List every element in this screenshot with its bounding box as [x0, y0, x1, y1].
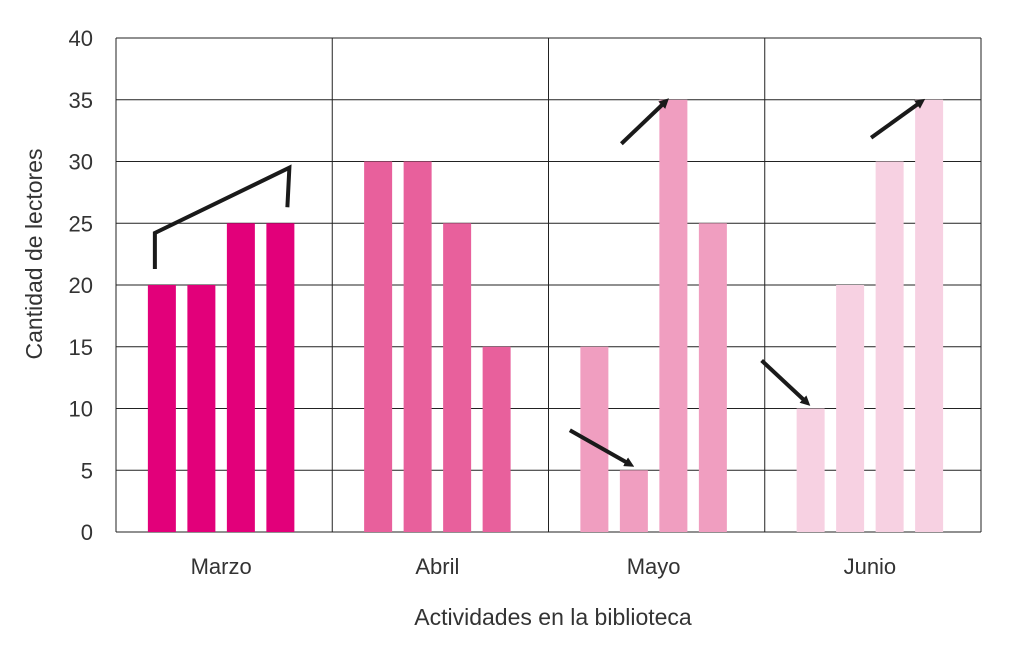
bar-abril-4 — [482, 346, 511, 532]
trend-bracket — [152, 164, 292, 269]
bar-marzo-3 — [226, 223, 255, 532]
y-tick-label: 15 — [69, 335, 93, 360]
bar-mayo-4 — [698, 223, 727, 532]
y-tick-label: 40 — [69, 26, 93, 51]
annotation-arrow — [869, 98, 926, 140]
y-tick-label: 25 — [69, 211, 93, 236]
bar-junio-4 — [915, 99, 944, 532]
y-tick-label: 0 — [81, 520, 93, 545]
x-category-label: Marzo — [191, 554, 252, 579]
x-axis-title: Actividades en la biblioteca — [414, 604, 692, 630]
y-tick-label: 30 — [69, 150, 93, 175]
bar-junio-1 — [796, 408, 825, 532]
bar-abril-1 — [364, 161, 393, 532]
annotation-arrow — [568, 428, 635, 467]
x-axis-categories: Marzo Abril Mayo Junio — [191, 554, 897, 579]
y-tick-label: 35 — [69, 88, 93, 113]
x-category-label: Mayo — [627, 554, 681, 579]
bar-marzo-2 — [187, 285, 216, 532]
y-axis-ticks: 0 5 10 15 20 25 30 35 40 — [69, 26, 93, 545]
x-category-label: Junio — [844, 554, 897, 579]
y-tick-label: 5 — [81, 458, 93, 483]
y-tick-label: 10 — [69, 397, 93, 422]
bar-marzo-1 — [147, 285, 176, 532]
bars — [147, 99, 944, 532]
y-axis-title: Cantidad de lectores — [21, 149, 47, 360]
x-category-label: Abril — [415, 554, 459, 579]
bar-junio-3 — [875, 161, 904, 532]
bar-abril-3 — [443, 223, 472, 532]
annotation-arrow — [619, 98, 669, 146]
bar-mayo-2 — [619, 470, 648, 532]
annotation-arrow — [760, 359, 811, 406]
grid — [115, 37, 982, 533]
bar-junio-2 — [836, 285, 865, 532]
y-tick-label: 20 — [69, 273, 93, 298]
bar-mayo-3 — [659, 99, 688, 532]
bar-abril-2 — [403, 161, 432, 532]
annotations — [152, 98, 926, 467]
bar-marzo-4 — [266, 223, 295, 532]
